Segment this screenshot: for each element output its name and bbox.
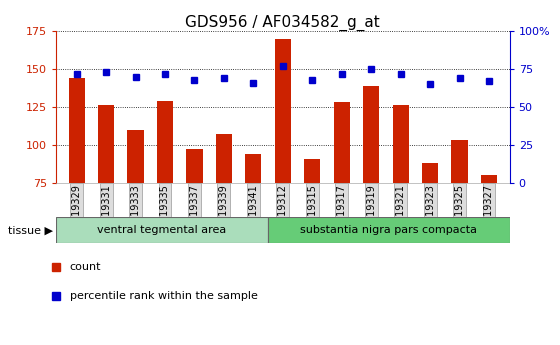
Bar — [363, 86, 379, 297]
Text: substantia nigra pars compacta: substantia nigra pars compacta — [300, 225, 477, 235]
Bar — [98, 106, 114, 297]
Bar — [451, 140, 468, 297]
Bar — [393, 106, 409, 297]
Bar — [304, 159, 320, 297]
Bar — [275, 39, 291, 297]
Bar — [56, 217, 268, 243]
Bar — [245, 154, 262, 297]
Bar — [128, 130, 143, 297]
Bar — [481, 175, 497, 297]
Text: count: count — [69, 262, 101, 272]
Bar — [216, 134, 232, 297]
Bar — [157, 101, 173, 297]
Bar — [186, 149, 203, 297]
Text: tissue ▶: tissue ▶ — [8, 225, 53, 235]
Bar — [422, 163, 438, 297]
Title: GDS956 / AF034582_g_at: GDS956 / AF034582_g_at — [185, 15, 380, 31]
Text: percentile rank within the sample: percentile rank within the sample — [69, 291, 258, 301]
Text: ventral tegmental area: ventral tegmental area — [97, 225, 226, 235]
Bar — [68, 78, 85, 297]
Bar — [268, 217, 510, 243]
Bar — [334, 102, 350, 297]
